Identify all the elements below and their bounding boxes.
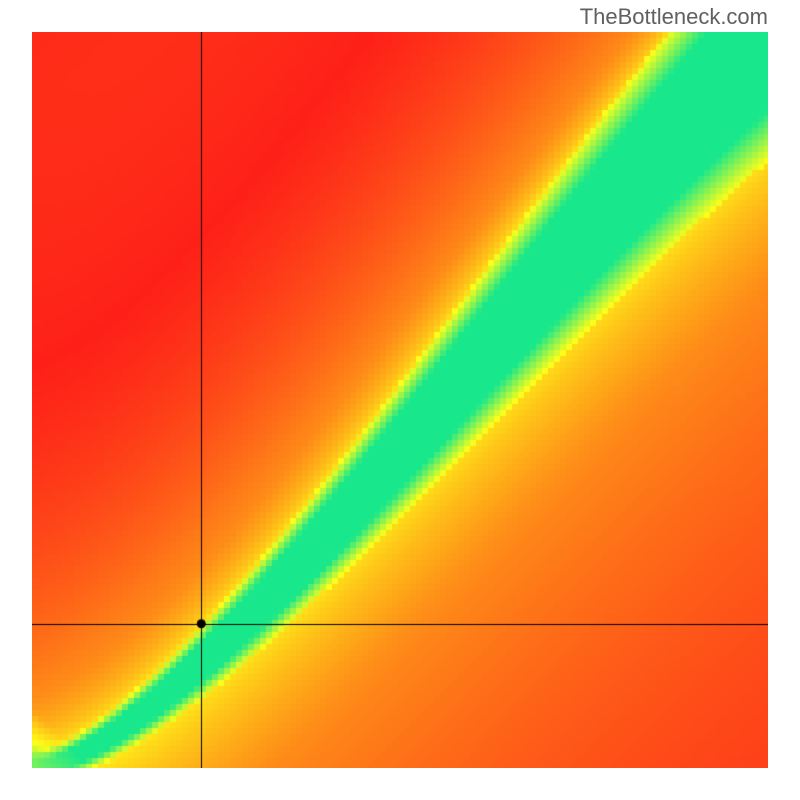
heatmap-plot (32, 32, 768, 768)
page-container: TheBottleneck.com (0, 0, 800, 800)
watermark-text: TheBottleneck.com (580, 4, 768, 30)
heatmap-canvas (32, 32, 768, 768)
